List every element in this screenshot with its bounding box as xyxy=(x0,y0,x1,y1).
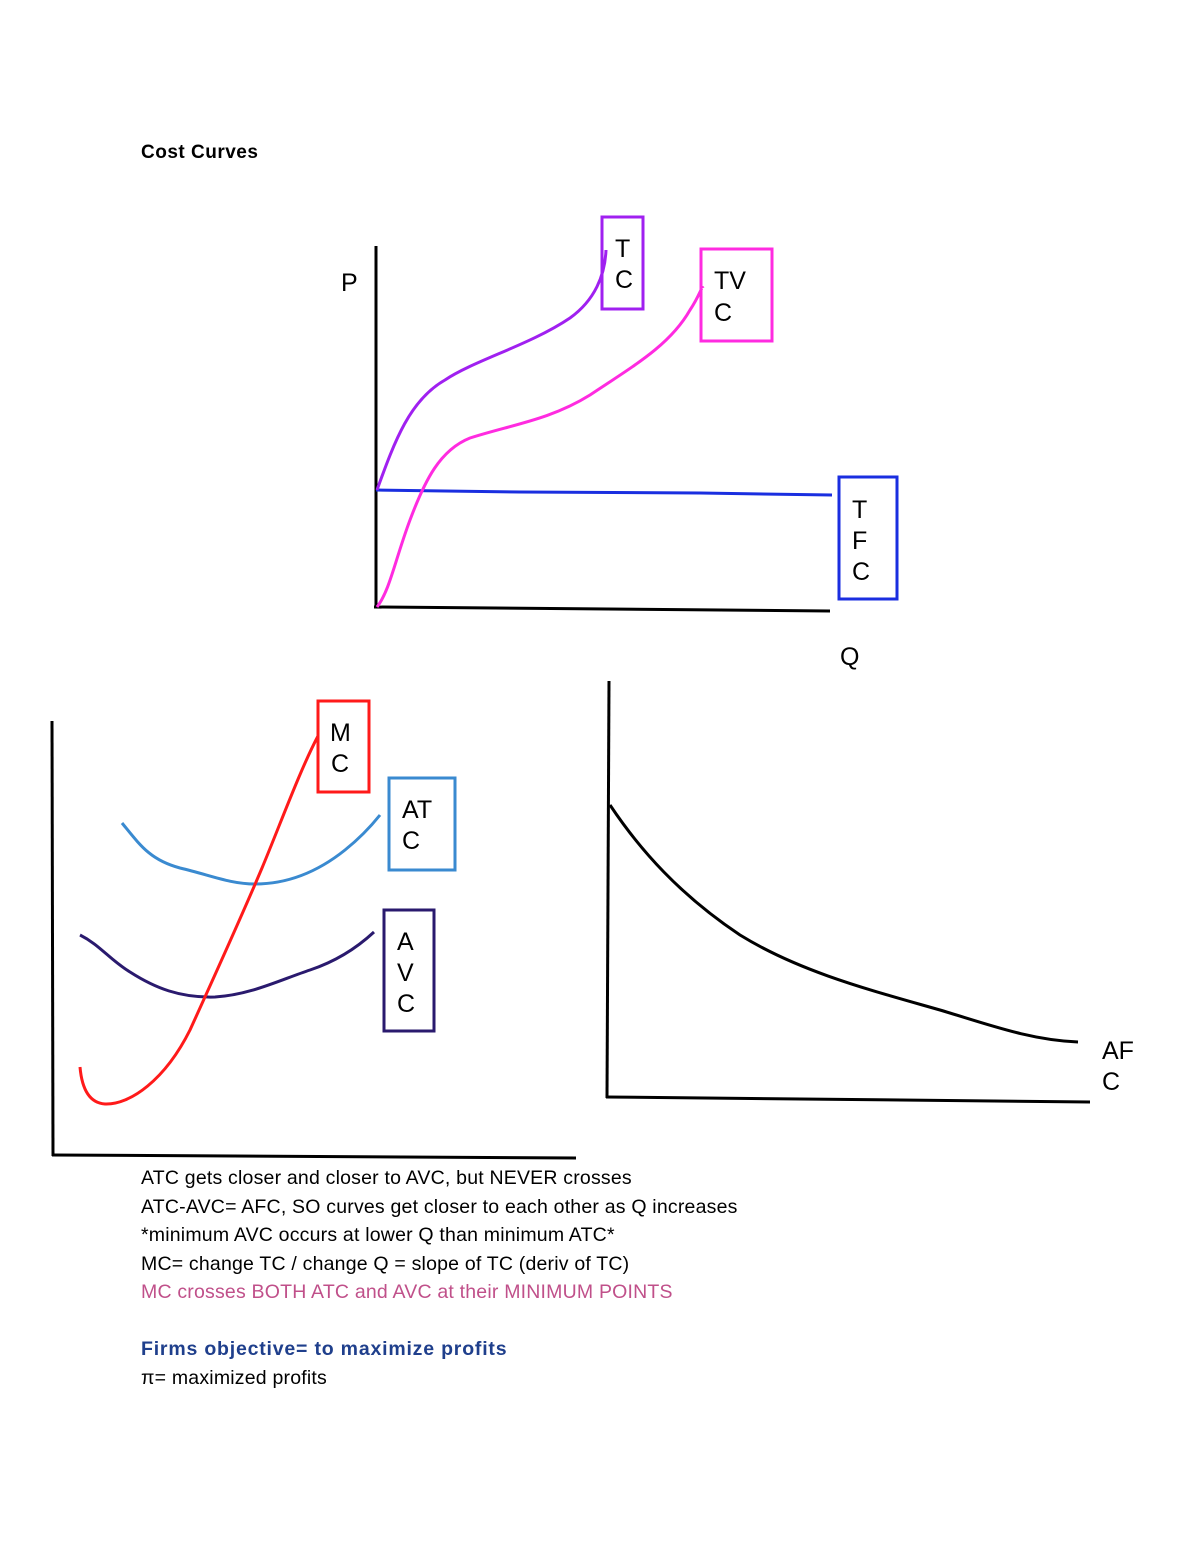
br-y-axis xyxy=(605,680,611,1099)
tc-label-line-1: T xyxy=(615,235,630,263)
tc-label-line-2: C xyxy=(615,266,633,294)
afc-curve xyxy=(608,804,1079,1044)
avc-label-line-1: A xyxy=(397,928,414,956)
avc-label-line-3: C xyxy=(397,990,415,1018)
tfc-label-line-2: F xyxy=(852,527,867,555)
mc-label-line-1: M xyxy=(330,719,351,747)
avc-label-line-2: V xyxy=(397,959,414,987)
bottom-left-graph: AT C A V C M C xyxy=(50,699,577,1160)
mc-label-line-2: C xyxy=(331,750,349,778)
tfc-label-box xyxy=(837,475,899,601)
atc-label-line-2: C xyxy=(402,827,420,855)
mc-label-box xyxy=(316,699,371,794)
tfc-curve xyxy=(375,488,833,497)
tc-curve xyxy=(375,249,608,491)
note-line: *minimum AVC occurs at lower Q than mini… xyxy=(141,1224,615,1247)
note-line: ATC-AVC= AFC, SO curves get closer to ea… xyxy=(141,1195,738,1218)
note-line: MC= change TC / change Q = slope of TC (… xyxy=(141,1252,630,1275)
y-axis-label-p: P xyxy=(341,269,358,297)
x-axis-label-q: Q xyxy=(840,643,859,671)
top-x-axis xyxy=(373,605,831,613)
br-x-axis xyxy=(605,1095,1091,1104)
atc-curve xyxy=(120,814,382,886)
atc-label-line-1: AT xyxy=(402,796,432,824)
notes-block: ATC gets closer and closer to AVC, but N… xyxy=(141,1164,738,1392)
tvc-label-line-2: C xyxy=(714,299,732,327)
tvc-label-line-1: TV xyxy=(714,267,746,295)
bl-x-axis xyxy=(51,1153,577,1160)
top-graph: P Q T F C T C TV C xyxy=(341,215,899,671)
mc-curve xyxy=(78,735,320,1106)
note-line: ATC gets closer and closer to AVC, but N… xyxy=(141,1167,632,1189)
note-line-highlight: MC crosses BOTH ATC and AVC at their MIN… xyxy=(141,1281,673,1304)
bl-y-axis xyxy=(50,720,55,1157)
page-title: Cost Curves xyxy=(141,142,259,163)
bottom-right-graph: AF C xyxy=(605,680,1134,1104)
objective-heading: Firms objective= to maximize profits xyxy=(141,1337,508,1360)
objective-text: π= maximized profits xyxy=(141,1366,327,1389)
tc-label-box xyxy=(600,215,645,311)
atc-label-box xyxy=(387,776,457,872)
avc-label-box xyxy=(382,908,436,1033)
avc-curve xyxy=(79,930,376,999)
afc-label-line-1: AF xyxy=(1102,1037,1134,1065)
tvc-curve xyxy=(375,285,705,608)
tvc-label-box xyxy=(699,247,774,343)
tfc-label-line-3: C xyxy=(852,558,870,586)
tfc-label-line-1: T xyxy=(852,496,867,524)
afc-label-line-2: C xyxy=(1102,1068,1120,1096)
